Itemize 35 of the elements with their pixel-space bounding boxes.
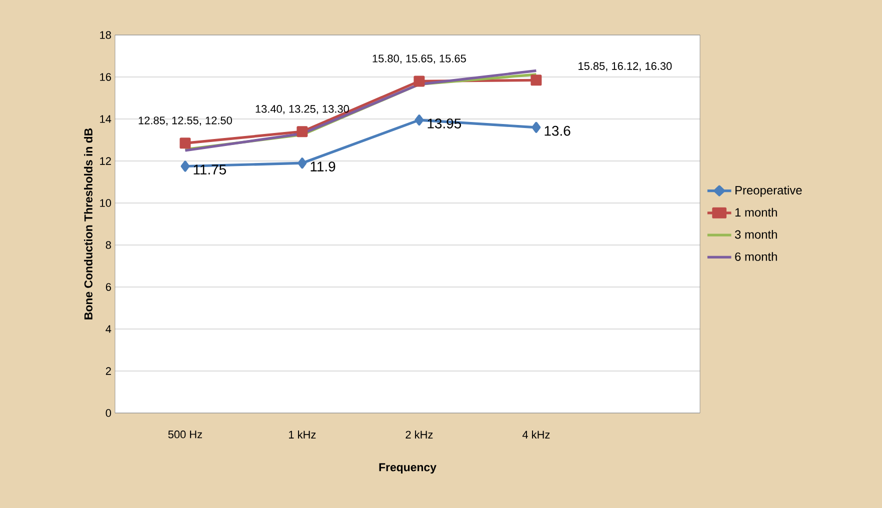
legend-label: 6 month [735, 252, 777, 261]
point [298, 158, 307, 169]
point [530, 74, 542, 86]
y-tick-label: 14 [100, 115, 112, 123]
annotation: 15.85, 16.12, 16.30 [578, 62, 672, 72]
legend-label: 3 month [734, 230, 777, 239]
legend-label: Preoperative [736, 186, 802, 197]
y-tick-label: 2 [106, 367, 111, 375]
x-axis-title: Frequency [379, 463, 436, 474]
x-tick-label: 1 kHz [289, 430, 316, 438]
point [532, 122, 541, 133]
y-tick-label: 6 [106, 283, 111, 291]
data-label: 13.6 [544, 126, 570, 136]
annotation: 12.85, 12.55, 12.50 [138, 116, 232, 126]
x-tick-label: 2 kHz [406, 430, 433, 438]
point [180, 160, 190, 172]
y-tick-label: 12 [100, 157, 111, 165]
y-tick-label: 0 [106, 409, 112, 417]
y-tick-label: 16 [100, 73, 111, 81]
x-tick-label: 500 Hz [168, 430, 202, 438]
point [414, 76, 425, 87]
annotation: 15.80, 15.65, 15.65 [372, 54, 466, 64]
data-label: 11.75 [194, 164, 226, 175]
x-tick-label: 4 kHz [522, 430, 550, 438]
y-tick-label: 18 [100, 31, 111, 39]
point [296, 126, 308, 138]
legend-label: 1 month [735, 208, 777, 217]
point [414, 114, 424, 126]
point [180, 138, 191, 149]
y-tick-label: 10 [100, 199, 112, 207]
y-tick-label: 8 [106, 241, 111, 249]
y-axis-title: Bone Conduction Thresholds in dB [84, 128, 92, 320]
data-label: 11.9 [310, 162, 336, 172]
y-tick-label: 4 [106, 325, 112, 333]
annotation: 13.40, 13.25, 13.30 [256, 105, 349, 114]
